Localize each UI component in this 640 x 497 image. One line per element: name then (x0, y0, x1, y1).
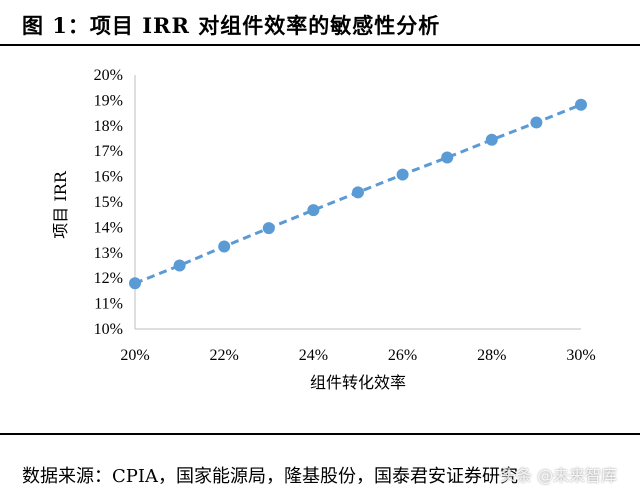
y-axis-label: 项目 IRR (51, 170, 70, 238)
y-tick-label: 13% (94, 245, 123, 262)
y-tick-label: 12% (94, 270, 123, 287)
x-tick-label: 22% (210, 347, 239, 364)
y-tick-label: 20% (94, 67, 123, 84)
data-point (129, 277, 141, 290)
data-point (530, 116, 543, 129)
bottom-rule (0, 433, 640, 435)
figure-title: 图 1：项目 IRR 对组件效率的敏感性分析 (22, 13, 441, 38)
data-point (262, 222, 275, 235)
top-rule (0, 44, 640, 46)
y-tick-label: 17% (94, 143, 123, 160)
x-tick-label: 20% (120, 347, 149, 364)
data-point (441, 151, 454, 164)
y-tick-label: 15% (94, 194, 123, 211)
y-tick-label: 10% (94, 321, 123, 338)
data-point (307, 204, 320, 217)
x-tick-label: 24% (299, 347, 328, 364)
data-point (396, 168, 409, 181)
watermark-text: 头条 @未来智库 (500, 466, 618, 485)
data-point (352, 186, 364, 199)
y-tick-labels: 10% 11% 12% 13% 14% 15% 16% 17% 18% 19% 20% (94, 67, 123, 338)
series (129, 98, 587, 290)
x-tick-label: 28% (477, 347, 506, 364)
y-tick-label: 14% (94, 219, 123, 236)
data-point (485, 133, 498, 146)
data-point (575, 98, 587, 111)
y-tick-label: 11% (94, 296, 123, 313)
x-axis-label: 组件转化效率 (310, 373, 406, 392)
y-tick-label: 16% (94, 169, 123, 186)
x-tick-label: 30% (566, 347, 595, 364)
source-note: 数据来源：CPIA，国家能源局，隆基股份，国泰君安证券研究 (22, 466, 518, 487)
y-tick-label: 19% (94, 92, 123, 109)
y-tick-label: 18% (94, 118, 123, 135)
axes (134, 75, 581, 330)
data-point (218, 240, 231, 253)
x-tick-labels: 20% 22% 24% 26% 28% 30% (120, 347, 595, 364)
data-point (173, 259, 186, 272)
x-tick-label: 26% (388, 347, 417, 364)
